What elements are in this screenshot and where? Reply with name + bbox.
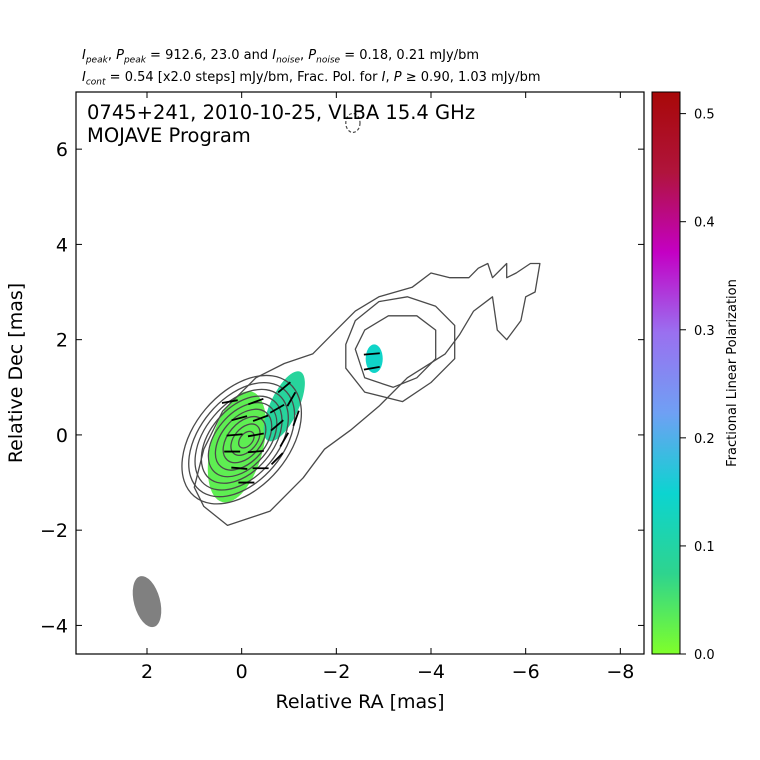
evpa-tick xyxy=(226,433,243,437)
jet-contour xyxy=(345,296,456,403)
evpa-tick xyxy=(292,410,300,427)
colorbar-tick-label: 0.0 xyxy=(694,648,715,663)
y-tick-label: 4 xyxy=(56,234,68,256)
evpa-tick xyxy=(363,365,380,371)
cont-text: = 0.54 [x2.0 steps] mJy/bm, Frac. Pol. f… xyxy=(105,70,382,85)
header-line-1: Ipeak, Ppeak = 912.6, 23.0 and Inoise, P… xyxy=(82,48,479,66)
i-peak-symbol: I xyxy=(82,48,86,63)
colorbar-tick-label: 0.1 xyxy=(694,540,715,555)
evpa-tick xyxy=(231,415,248,422)
i-symbol: I xyxy=(381,70,386,85)
x-tick-label: −8 xyxy=(606,661,634,683)
p-peak-subscript: peak xyxy=(123,55,146,66)
p-peak-symbol: P xyxy=(116,48,124,63)
colorbar-tick-label: 0.3 xyxy=(694,324,715,339)
intensity-contour xyxy=(207,402,278,478)
i-noise-symbol: I xyxy=(272,48,277,63)
header-line-2: Icont = 0.54 [x2.0 steps] mJy/bm, Frac. … xyxy=(82,70,541,88)
axis-ticks: 2 0 −2 −4 −6 −8 6 4 2 0 −2 −4 xyxy=(40,92,644,683)
evpa-tick xyxy=(286,391,297,407)
polarization-region xyxy=(365,344,383,373)
evpa-tick xyxy=(270,452,284,466)
colorbar-tick-label: 0.4 xyxy=(694,216,715,231)
x-axis-label: Relative RA [mas] xyxy=(275,691,444,713)
intensity-contour xyxy=(188,382,296,498)
jet-contour xyxy=(354,315,437,388)
y-tick-label: 2 xyxy=(56,330,68,352)
plot-content xyxy=(132,112,541,628)
intensity-contour xyxy=(214,408,273,471)
evpa-tick xyxy=(279,432,290,448)
i-cont-subscript: cont xyxy=(85,77,106,88)
colorbar-tick-label: 0.5 xyxy=(694,108,715,123)
evpa-tick xyxy=(252,414,269,422)
evpa-tick xyxy=(269,403,285,414)
i-noise-subscript: noise xyxy=(276,55,301,66)
polarization-region xyxy=(207,391,267,503)
evpa-tick xyxy=(363,352,380,356)
i-peak-subscript: peak xyxy=(85,55,108,66)
y-tick-label: −4 xyxy=(40,615,68,637)
evpa-tick xyxy=(248,397,264,406)
noise-values: = 0.18, 0.21 mJy/bm xyxy=(340,48,479,63)
evpa-tick xyxy=(247,432,264,438)
frac-pol-threshold: ≥ 0.90, 1.03 mJy/bm xyxy=(401,70,541,85)
y-axis-label: Relative Dec [mas] xyxy=(5,283,27,463)
colorbar-ticks: 0.0 0.1 0.2 0.3 0.4 0.5 xyxy=(680,108,715,663)
x-tick-label: 0 xyxy=(236,661,248,683)
x-tick-label: −4 xyxy=(417,661,445,683)
intensity-contour xyxy=(238,430,255,449)
intensity-contour xyxy=(222,415,267,464)
colorbar-label: Fractional Linear Polarization xyxy=(725,279,740,467)
p-noise-symbol: P xyxy=(308,48,317,63)
colorbar xyxy=(651,91,681,655)
chart-subtitle: MOJAVE Program xyxy=(87,124,251,147)
i-cont-symbol: I xyxy=(82,70,86,85)
y-tick-label: −2 xyxy=(40,520,68,542)
colorbar-tick-label: 0.2 xyxy=(694,432,715,447)
intensity-contour xyxy=(194,388,289,491)
negative-contour xyxy=(345,112,361,134)
p-symbol: P xyxy=(393,70,402,85)
evpa-tick xyxy=(277,381,291,394)
intensity-contour xyxy=(230,423,261,456)
y-tick-label: 0 xyxy=(56,425,68,447)
beam-ellipse xyxy=(132,576,162,628)
x-tick-label: −2 xyxy=(322,661,350,683)
intensity-contour xyxy=(200,395,283,484)
p-noise-subscript: noise xyxy=(316,55,341,66)
plot-frame xyxy=(75,91,645,655)
x-tick-label: −6 xyxy=(512,661,540,683)
y-tick-label: 6 xyxy=(56,139,68,161)
jet-contour xyxy=(193,262,541,527)
peak-values: = 912.6, 23.0 and xyxy=(145,48,273,63)
evpa-tick xyxy=(221,399,238,404)
evpa-tick xyxy=(231,466,248,470)
evpa-tick xyxy=(247,449,264,454)
evpa-tick xyxy=(270,419,284,432)
chart-title: 0745+241, 2010-10-25, VLBA 15.4 GHz xyxy=(87,101,475,124)
x-tick-label: 2 xyxy=(141,661,153,683)
